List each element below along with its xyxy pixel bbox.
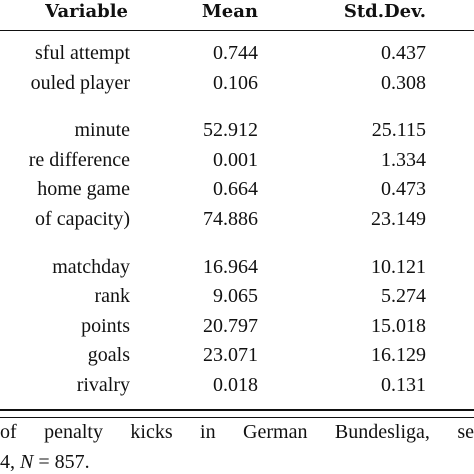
- footnote-text: = 857.: [33, 451, 90, 473]
- mean-value: 0.664: [213, 178, 258, 201]
- mean-value: 20.797: [203, 314, 258, 337]
- std-value: 0.308: [381, 71, 426, 94]
- std-value: 16.129: [371, 344, 426, 367]
- bottom-rule-thin: [0, 417, 474, 418]
- mean-value: 0.018: [213, 374, 258, 396]
- column-header: Std.Dev.: [343, 1, 426, 22]
- mean-value: 0.106: [213, 71, 258, 94]
- column-header: Variable: [45, 1, 128, 22]
- mean-value: 16.964: [203, 255, 258, 278]
- std-value: 0.437: [381, 42, 426, 64]
- variable-name: of capacity): [35, 208, 130, 230]
- footnote-line: 4, N = 857.: [0, 450, 90, 474]
- footnote-symbol: N: [20, 451, 34, 473]
- footnote-text: 4,: [0, 451, 20, 473]
- variable-name: minute: [74, 119, 130, 142]
- mean-value: 74.886: [203, 208, 258, 230]
- std-value: 5.274: [381, 285, 426, 308]
- std-value: 23.149: [371, 208, 426, 230]
- column-header: Mean: [201, 1, 258, 22]
- std-value: 0.131: [381, 374, 426, 396]
- bottom-rule: [0, 409, 474, 411]
- variable-name: rivalry: [76, 374, 130, 396]
- variable-name: ouled player: [30, 71, 130, 94]
- variable-name: home game: [37, 178, 130, 201]
- variable-name: points: [81, 314, 130, 337]
- mean-value: 23.071: [203, 344, 258, 367]
- variable-name: sful attempt: [35, 42, 130, 64]
- std-value: 10.121: [371, 255, 426, 278]
- variable-name: rank: [94, 285, 130, 308]
- std-value: 25.115: [371, 119, 426, 142]
- variable-name: matchday: [52, 255, 130, 278]
- std-value: 0.473: [381, 178, 426, 201]
- mean-value: 0.001: [213, 148, 258, 171]
- header-rule: [0, 30, 474, 31]
- mean-value: 0.744: [213, 42, 258, 64]
- mean-value: 52.912: [203, 119, 258, 142]
- footnote-line: of penalty kicks in German Bundesliga, s…: [0, 421, 474, 443]
- std-value: 1.334: [381, 148, 426, 171]
- mean-value: 9.065: [213, 285, 258, 308]
- variable-name: goals: [87, 344, 130, 367]
- variable-name: re difference: [28, 148, 130, 171]
- std-value: 15.018: [371, 314, 426, 337]
